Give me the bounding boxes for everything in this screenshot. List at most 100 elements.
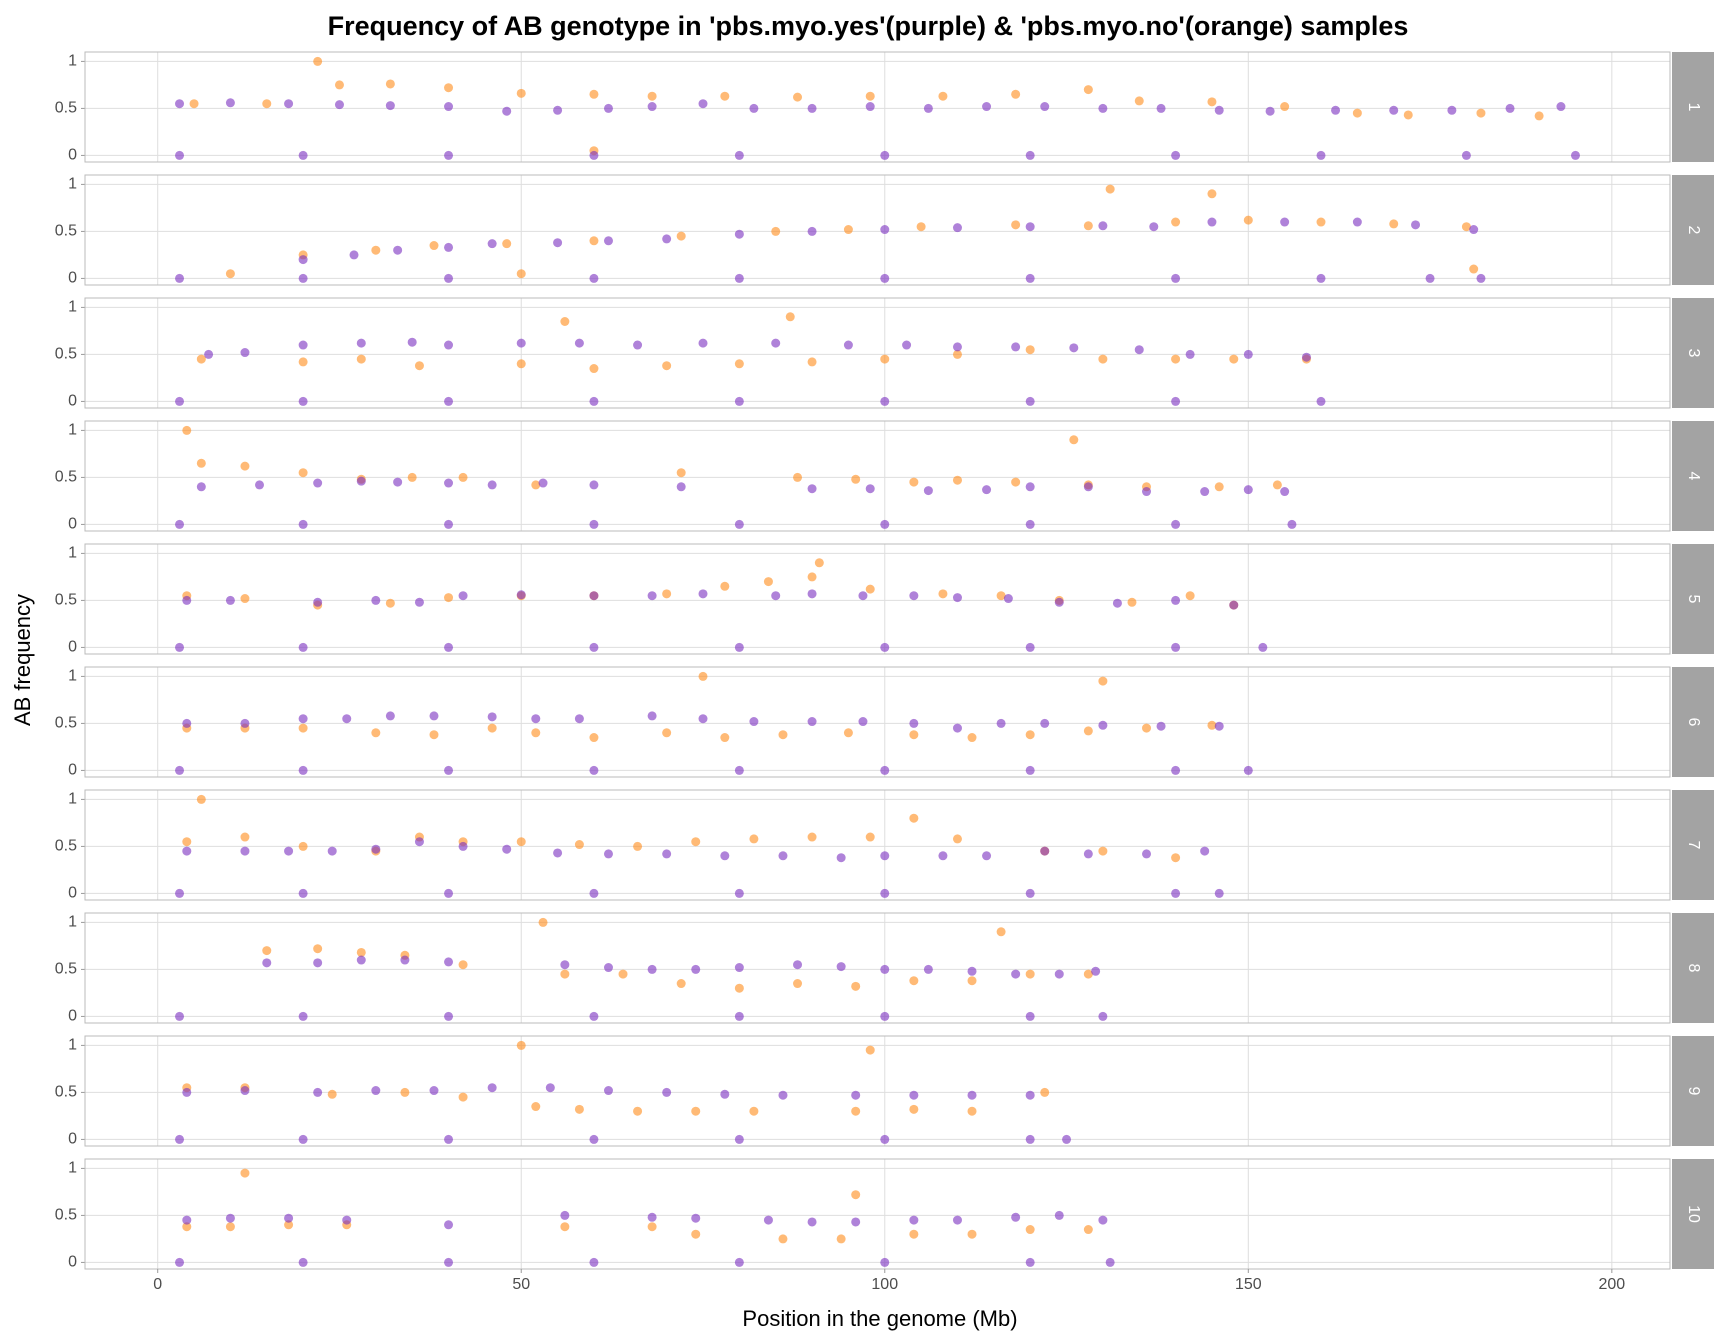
y-tick-label: 1	[68, 1037, 77, 1054]
point	[429, 730, 439, 740]
point	[698, 589, 708, 599]
y-tick-label: 0.5	[55, 715, 77, 732]
point	[662, 849, 672, 859]
point	[1025, 1011, 1035, 1021]
point	[676, 482, 686, 492]
point	[444, 396, 454, 406]
point	[734, 963, 744, 973]
strip	[1672, 421, 1714, 531]
point	[1011, 1212, 1021, 1222]
point	[1112, 598, 1122, 608]
point	[1243, 349, 1253, 359]
point	[807, 1217, 817, 1227]
point	[298, 396, 308, 406]
point	[909, 1229, 919, 1239]
strip-label: 4	[1685, 472, 1702, 481]
point	[880, 519, 890, 529]
point	[298, 150, 308, 160]
point	[313, 1087, 323, 1097]
point	[1389, 219, 1399, 229]
point	[952, 342, 962, 352]
point	[1411, 220, 1421, 230]
point	[1207, 217, 1217, 227]
point	[647, 102, 657, 112]
point	[182, 595, 192, 605]
point	[1098, 720, 1108, 730]
point	[785, 312, 795, 322]
point	[865, 584, 875, 594]
point	[284, 99, 294, 109]
point	[938, 589, 948, 599]
point	[1570, 150, 1580, 160]
point	[662, 728, 672, 738]
point	[356, 947, 366, 957]
point	[734, 642, 744, 652]
point	[923, 486, 933, 496]
point	[909, 591, 919, 601]
point	[1200, 487, 1210, 497]
point	[807, 832, 817, 842]
point	[1069, 343, 1079, 353]
point	[1083, 726, 1093, 736]
strip	[1672, 175, 1714, 285]
point	[1301, 352, 1311, 362]
point	[284, 1220, 294, 1230]
y-tick-label: 0.5	[55, 1084, 77, 1101]
point	[371, 728, 381, 738]
panel-border	[84, 1035, 1671, 1147]
point	[487, 480, 497, 490]
point	[298, 340, 308, 350]
point	[923, 103, 933, 113]
point	[298, 468, 308, 478]
point	[313, 958, 323, 968]
point	[589, 765, 599, 775]
point	[720, 91, 730, 101]
point	[313, 478, 323, 488]
point	[589, 591, 599, 601]
point	[298, 1134, 308, 1144]
panel-border	[84, 1158, 1671, 1270]
point	[1025, 765, 1035, 775]
point	[793, 960, 803, 970]
point	[1171, 354, 1181, 364]
point	[1083, 482, 1093, 492]
point	[1083, 969, 1093, 979]
point	[393, 245, 403, 255]
point	[952, 593, 962, 603]
point	[807, 572, 817, 582]
point	[880, 1011, 890, 1021]
point	[444, 478, 454, 488]
point	[691, 1213, 701, 1223]
point	[444, 1011, 454, 1021]
x-tick-label: 50	[512, 1276, 530, 1293]
point	[1331, 105, 1341, 115]
point	[1025, 396, 1035, 406]
point	[553, 238, 563, 248]
point	[1025, 642, 1035, 652]
point	[749, 834, 759, 844]
y-tick-label: 0.5	[55, 961, 77, 978]
point	[444, 340, 454, 350]
point	[1461, 150, 1471, 160]
point	[982, 485, 992, 495]
point	[647, 1212, 657, 1222]
point	[1098, 676, 1108, 686]
point	[1025, 730, 1035, 740]
point	[603, 849, 613, 859]
y-tick-label: 0	[68, 639, 77, 656]
point	[1105, 184, 1115, 194]
point	[175, 1011, 185, 1021]
point	[851, 1190, 861, 1200]
point	[182, 1222, 192, 1232]
point	[385, 79, 395, 89]
point	[763, 1215, 773, 1225]
point	[1403, 110, 1413, 120]
point	[1171, 519, 1181, 529]
point	[771, 226, 781, 236]
point	[298, 1011, 308, 1021]
point	[1156, 103, 1166, 113]
point	[1243, 765, 1253, 775]
point	[858, 591, 868, 601]
point	[1229, 600, 1239, 610]
panel-border	[84, 666, 1671, 778]
